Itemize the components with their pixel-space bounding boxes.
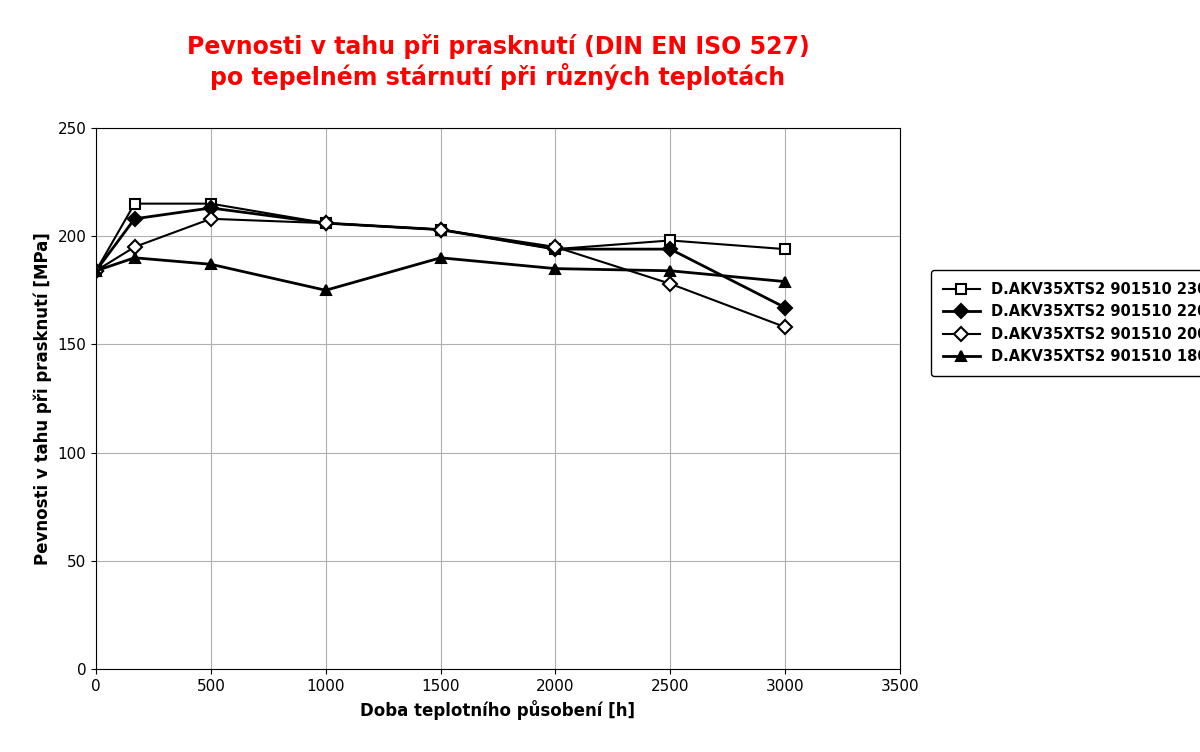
D.AKV35XTS2 901510 180 °C bbox=[318, 286, 332, 295]
D.AKV35XTS2 901510 220 °C bbox=[664, 244, 678, 253]
D.AKV35XTS2 901510 220 °C bbox=[127, 214, 142, 223]
D.AKV35XTS2 901510 200 °C bbox=[433, 225, 448, 234]
Line: D.AKV35XTS2 901510 200 °C: D.AKV35XTS2 901510 200 °C bbox=[91, 214, 790, 332]
D.AKV35XTS2 901510 200 °C bbox=[778, 323, 792, 332]
D.AKV35XTS2 901510 230 °C bbox=[664, 236, 678, 245]
D.AKV35XTS2 901510 200 °C bbox=[204, 214, 218, 223]
D.AKV35XTS2 901510 180 °C bbox=[89, 266, 103, 275]
X-axis label: Doba teplotního působení [h]: Doba teplotního působení [h] bbox=[360, 699, 636, 720]
D.AKV35XTS2 901510 200 °C bbox=[318, 219, 332, 228]
D.AKV35XTS2 901510 220 °C bbox=[548, 244, 563, 253]
D.AKV35XTS2 901510 200 °C bbox=[548, 242, 563, 251]
Line: D.AKV35XTS2 901510 180 °C: D.AKV35XTS2 901510 180 °C bbox=[91, 253, 790, 295]
D.AKV35XTS2 901510 230 °C bbox=[778, 244, 792, 253]
Legend: D.AKV35XTS2 901510 230 °C, D.AKV35XTS2 901510 220 °C, D.AKV35XTS2 901510 200 °C,: D.AKV35XTS2 901510 230 °C, D.AKV35XTS2 9… bbox=[931, 271, 1200, 376]
D.AKV35XTS2 901510 180 °C bbox=[127, 253, 142, 262]
Line: D.AKV35XTS2 901510 220 °C: D.AKV35XTS2 901510 220 °C bbox=[91, 203, 790, 313]
D.AKV35XTS2 901510 180 °C bbox=[664, 266, 678, 275]
D.AKV35XTS2 901510 220 °C bbox=[778, 303, 792, 312]
D.AKV35XTS2 901510 220 °C bbox=[318, 219, 332, 228]
D.AKV35XTS2 901510 230 °C bbox=[89, 266, 103, 275]
D.AKV35XTS2 901510 220 °C bbox=[204, 204, 218, 213]
D.AKV35XTS2 901510 230 °C bbox=[204, 199, 218, 208]
D.AKV35XTS2 901510 220 °C bbox=[89, 266, 103, 275]
D.AKV35XTS2 901510 230 °C bbox=[548, 244, 563, 253]
D.AKV35XTS2 901510 220 °C bbox=[433, 225, 448, 234]
D.AKV35XTS2 901510 180 °C bbox=[433, 253, 448, 262]
D.AKV35XTS2 901510 200 °C bbox=[89, 266, 103, 275]
D.AKV35XTS2 901510 230 °C bbox=[318, 219, 332, 228]
D.AKV35XTS2 901510 180 °C bbox=[778, 277, 792, 286]
D.AKV35XTS2 901510 230 °C bbox=[127, 199, 142, 208]
D.AKV35XTS2 901510 180 °C bbox=[548, 264, 563, 273]
Line: D.AKV35XTS2 901510 230 °C: D.AKV35XTS2 901510 230 °C bbox=[91, 199, 790, 276]
Y-axis label: Pevnosti v tahu při prasknutí [MPa]: Pevnosti v tahu při prasknutí [MPa] bbox=[34, 232, 52, 565]
D.AKV35XTS2 901510 180 °C bbox=[204, 259, 218, 268]
D.AKV35XTS2 901510 200 °C bbox=[127, 242, 142, 251]
D.AKV35XTS2 901510 200 °C bbox=[664, 279, 678, 288]
Text: Pevnosti v tahu při prasknutí (DIN EN ISO 527)
po tepelném stárnutí při různých : Pevnosti v tahu při prasknutí (DIN EN IS… bbox=[187, 34, 809, 90]
D.AKV35XTS2 901510 230 °C bbox=[433, 225, 448, 234]
